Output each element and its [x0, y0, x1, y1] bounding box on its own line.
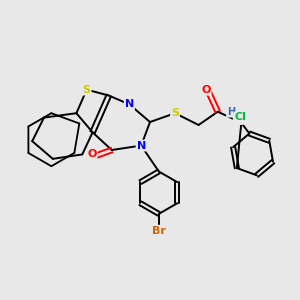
Text: Cl: Cl: [235, 112, 247, 122]
Text: S: S: [171, 108, 179, 118]
Text: N: N: [234, 114, 243, 124]
Text: N: N: [125, 99, 134, 110]
Text: Br: Br: [152, 226, 166, 236]
Text: N: N: [136, 141, 146, 151]
Text: O: O: [87, 149, 97, 159]
Text: S: S: [83, 85, 91, 94]
Text: O: O: [201, 85, 211, 94]
Text: H: H: [227, 107, 235, 117]
